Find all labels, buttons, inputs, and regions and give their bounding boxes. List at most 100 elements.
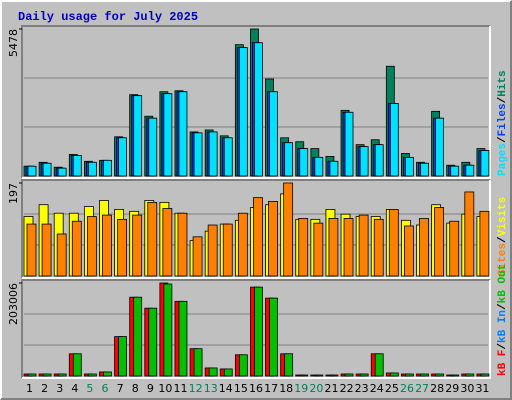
- legend-entry: Visits: [497, 197, 509, 237]
- x-tick-label: 14: [219, 382, 233, 395]
- bar: [223, 137, 233, 177]
- legend-separator: /: [497, 136, 509, 143]
- bar: [87, 373, 97, 377]
- panel-shadow: [21, 279, 490, 378]
- bar: [103, 159, 112, 177]
- legend-entry: Sites: [497, 243, 509, 276]
- legend-entry: Files: [497, 103, 509, 136]
- bar: [420, 373, 429, 377]
- bar: [268, 201, 278, 277]
- x-tick-label: 3: [56, 382, 63, 395]
- x-tick-label: 23: [355, 382, 369, 395]
- bar: [133, 296, 143, 377]
- x-tick-label: 7: [117, 382, 124, 395]
- bar: [299, 148, 309, 177]
- bar: [41, 223, 52, 277]
- x-tick-label: 22: [340, 382, 354, 395]
- bar: [420, 162, 429, 177]
- x-tick-label: 2: [41, 382, 48, 395]
- x-tick-label: 6: [102, 382, 109, 395]
- y-tick-label: 5478: [7, 29, 20, 57]
- panel-light: [22, 26, 491, 179]
- bar: [283, 182, 294, 277]
- bar: [117, 218, 127, 277]
- bar: [192, 236, 203, 277]
- bar: [389, 372, 399, 377]
- bar: [208, 131, 218, 177]
- bar: [405, 373, 414, 377]
- bar: [374, 353, 384, 377]
- x-tick-label: 12: [189, 382, 203, 395]
- bar: [313, 222, 324, 277]
- bar: [72, 353, 82, 377]
- bar: [464, 191, 475, 277]
- bar: [193, 348, 203, 377]
- bar: [254, 286, 263, 377]
- bar: [254, 42, 263, 177]
- bar: [480, 150, 490, 177]
- y-tick-label: 197: [7, 183, 20, 204]
- bar: [222, 223, 233, 277]
- legend-entry: kB F: [497, 350, 509, 376]
- bar: [177, 212, 188, 277]
- legend-separator: /: [497, 236, 509, 243]
- bar: [178, 300, 188, 377]
- x-tick-label: 19: [294, 382, 308, 395]
- bar: [435, 373, 445, 377]
- x-tick-label: 21: [324, 382, 338, 395]
- bar: [329, 374, 339, 377]
- bar: [284, 142, 294, 177]
- bar: [298, 218, 309, 277]
- bar: [27, 373, 37, 377]
- bar: [118, 137, 127, 177]
- bar: [314, 156, 324, 177]
- bar: [118, 336, 127, 377]
- legend-separator: /: [497, 343, 509, 350]
- bar: [72, 155, 82, 177]
- bar: [71, 220, 82, 277]
- legend-entry: kB In: [497, 310, 509, 343]
- bar: [359, 146, 369, 177]
- bar: [480, 373, 490, 377]
- bar: [344, 373, 354, 377]
- bar: [450, 374, 460, 377]
- x-tick-label: 18: [279, 382, 293, 395]
- x-tick-label: 26: [400, 382, 414, 395]
- legend-separator: /: [497, 96, 509, 103]
- bar: [374, 144, 384, 177]
- bar: [344, 111, 354, 177]
- bar: [450, 165, 460, 177]
- chart-title: Daily usage for July 2025: [18, 10, 198, 24]
- bar: [329, 160, 339, 177]
- bar: [343, 218, 354, 277]
- bar: [449, 220, 460, 277]
- x-tick-label: 29: [445, 382, 459, 395]
- x-tick-label: 25: [385, 382, 399, 395]
- bar: [237, 212, 248, 277]
- y-tick-label: 203006: [7, 283, 20, 325]
- x-tick-label: 31: [475, 382, 489, 395]
- bar: [163, 93, 173, 177]
- x-tick-label: 9: [147, 382, 154, 395]
- x-tick-label: 4: [71, 382, 78, 395]
- bar: [314, 374, 324, 377]
- bar: [389, 103, 399, 177]
- bar: [328, 218, 339, 277]
- bar: [148, 117, 158, 177]
- bar: [284, 353, 294, 377]
- bar: [359, 373, 369, 377]
- x-tick-label: 10: [158, 382, 172, 395]
- bar: [358, 214, 369, 277]
- bar: [147, 201, 158, 277]
- x-tick-label: 20: [309, 382, 323, 395]
- x-tick-label: 17: [264, 382, 278, 395]
- bar: [253, 197, 263, 277]
- bar: [56, 233, 67, 277]
- bar: [238, 354, 248, 377]
- x-tick-label: 24: [370, 382, 384, 395]
- x-tick-label: 27: [415, 382, 429, 395]
- x-tick-label: 15: [234, 382, 248, 395]
- bar: [269, 91, 278, 177]
